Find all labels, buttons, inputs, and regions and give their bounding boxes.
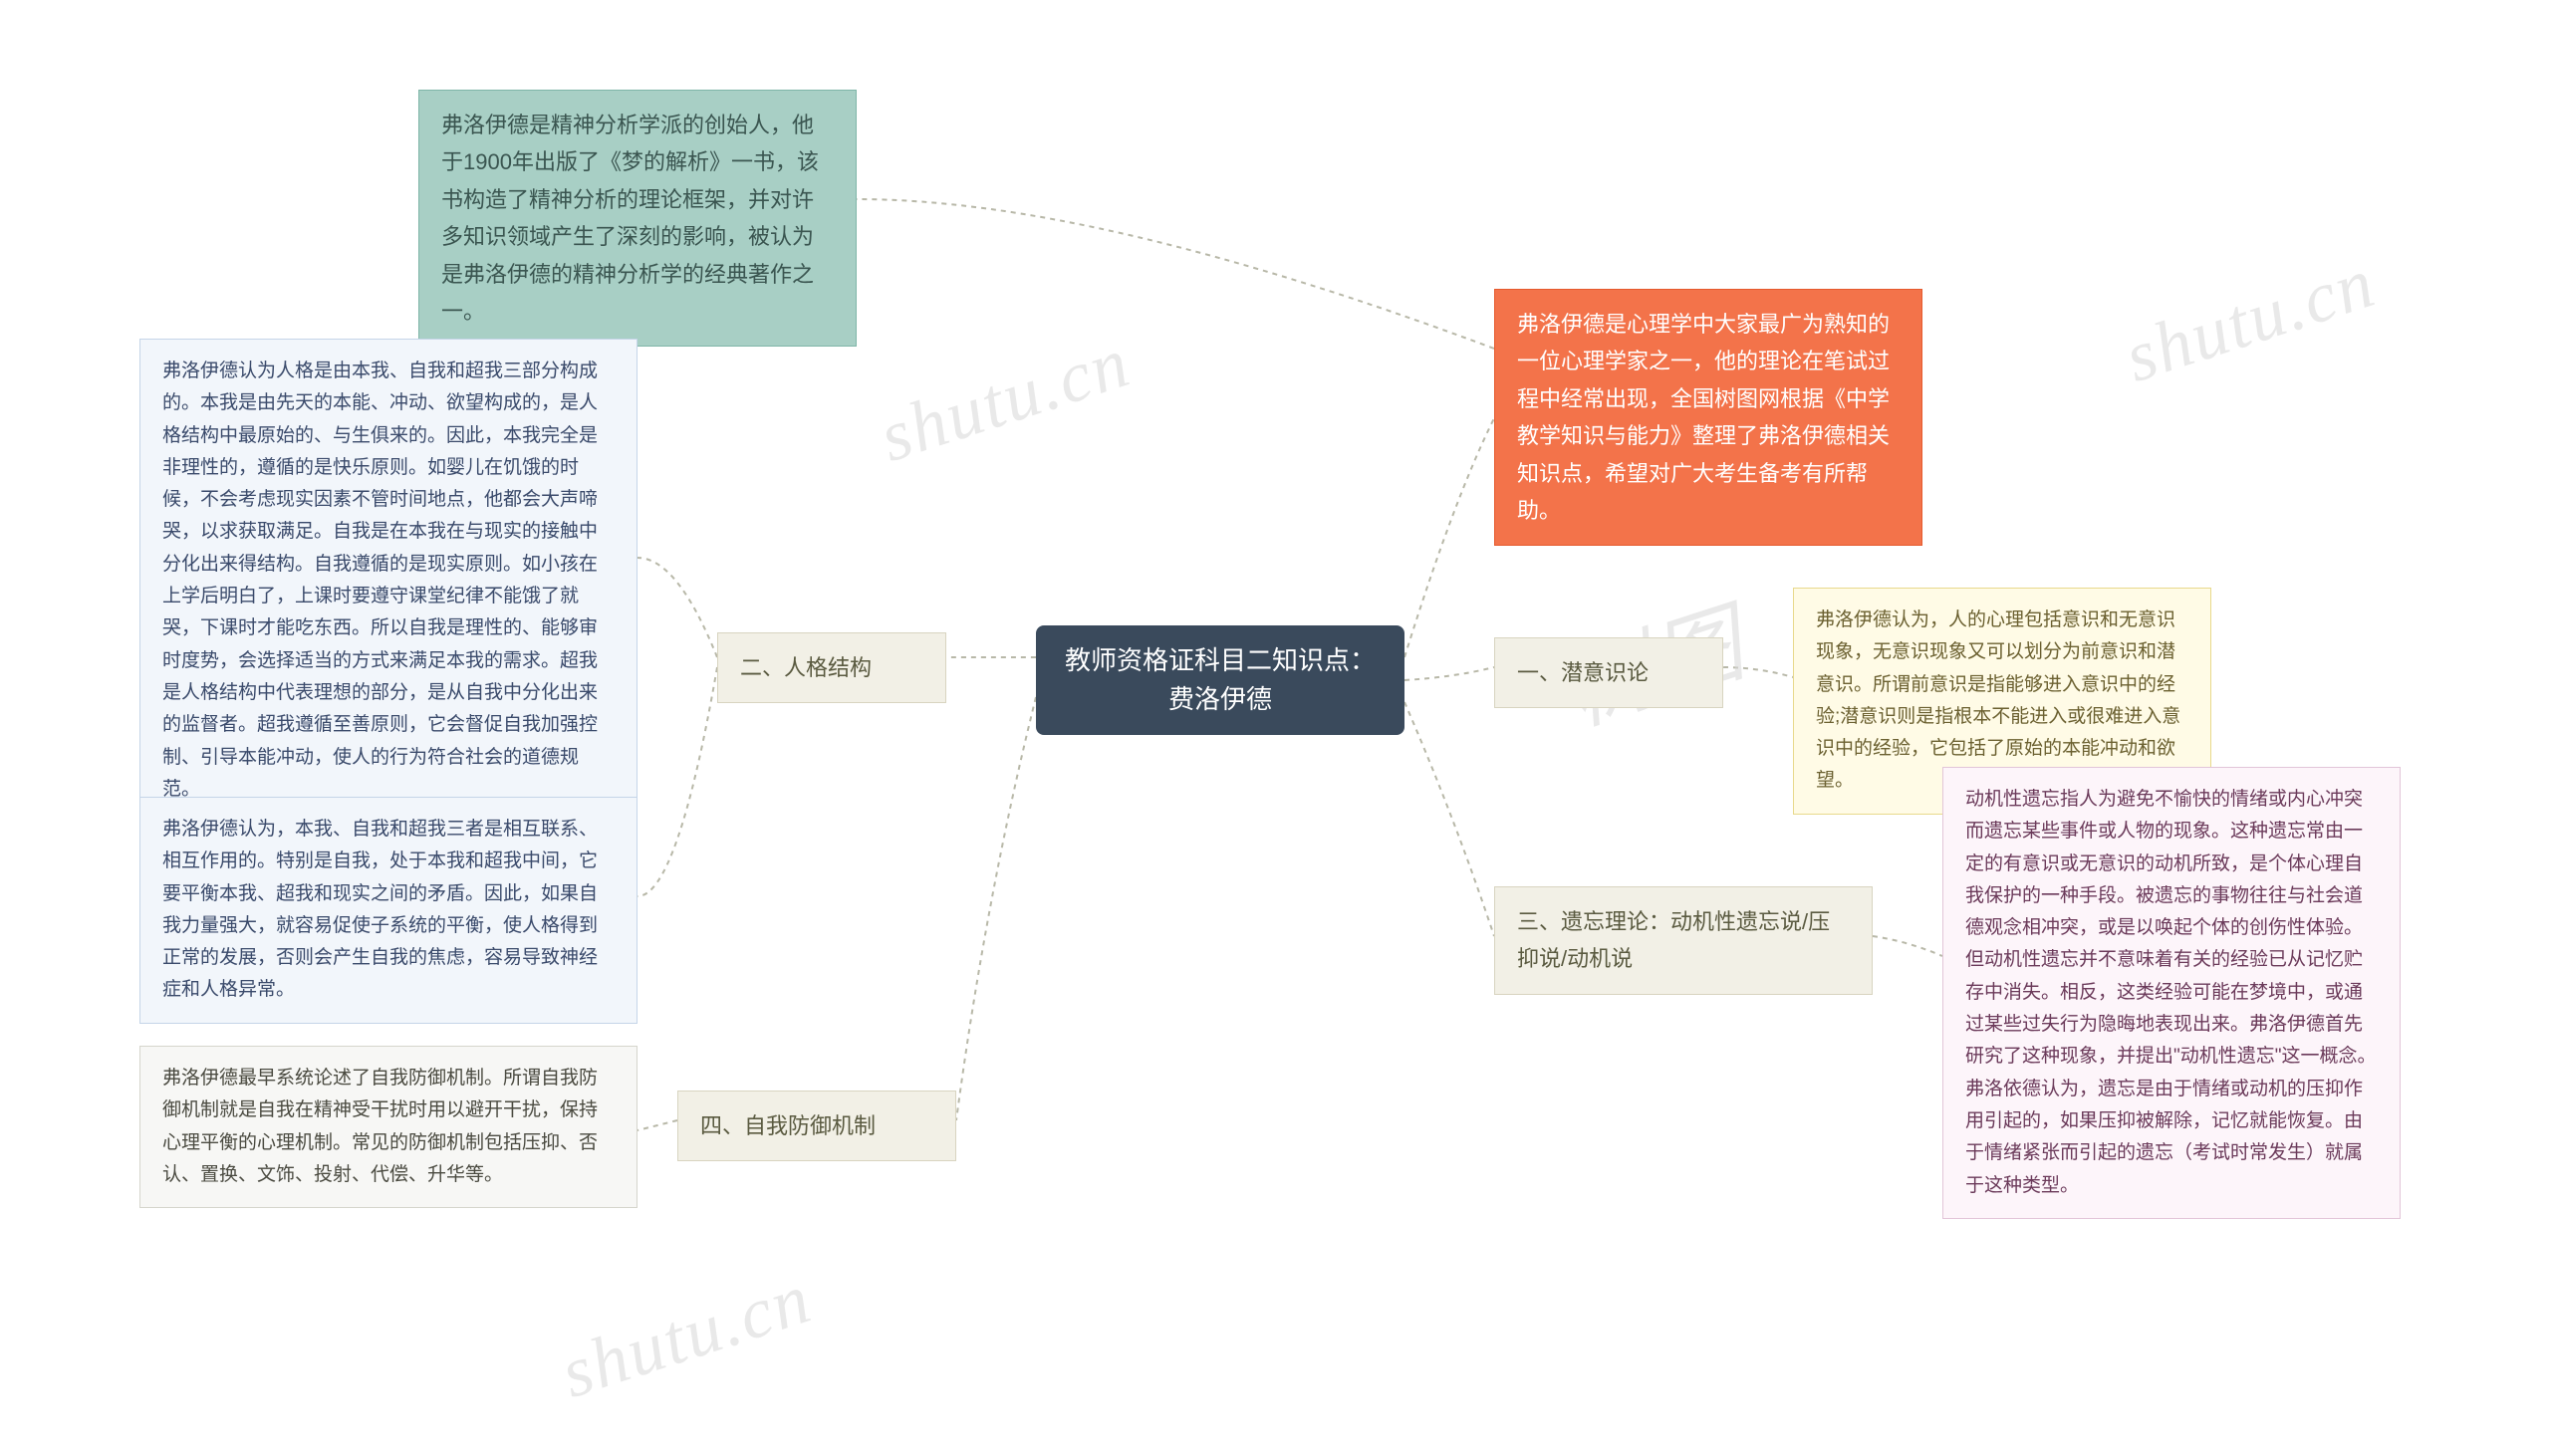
branch-4: 四、自我防御机制 <box>677 1091 956 1161</box>
center-node: 教师资格证科目二知识点：费洛伊德 <box>1036 625 1404 735</box>
watermark: shutu.cn <box>2115 241 2385 399</box>
branch-4-leaf: 弗洛伊德最早系统论述了自我防御机制。所谓自我防御机制就是自我在精神受干扰时用以避… <box>139 1046 638 1208</box>
branch-3: 三、遗忘理论：动机性遗忘说/压抑说/动机说 <box>1494 886 1873 995</box>
branch-1: 一、潜意识论 <box>1494 637 1723 708</box>
branch-3-leaf: 动机性遗忘指人为避免不愉快的情绪或内心冲突而遗忘某些事件或人物的现象。这种遗忘常… <box>1942 767 2401 1219</box>
branch-2-leaf-1: 弗洛伊德认为人格是由本我、自我和超我三部分构成的。本我是由先天的本能、冲动、欲望… <box>139 339 638 823</box>
teal-box: 弗洛伊德是精神分析学派的创始人，他于1900年出版了《梦的解析》一书，该书构造了… <box>418 90 857 347</box>
branch-2: 二、人格结构 <box>717 632 946 703</box>
watermark: shutu.cn <box>870 321 1140 479</box>
watermark: shutu.cn <box>551 1257 821 1415</box>
intro-box: 弗洛伊德是心理学中大家最广为熟知的一位心理学家之一，他的理论在笔试过程中经常出现… <box>1494 289 1922 546</box>
branch-2-leaf-2: 弗洛伊德认为，本我、自我和超我三者是相互联系、相互作用的。特别是自我，处于本我和… <box>139 797 638 1024</box>
